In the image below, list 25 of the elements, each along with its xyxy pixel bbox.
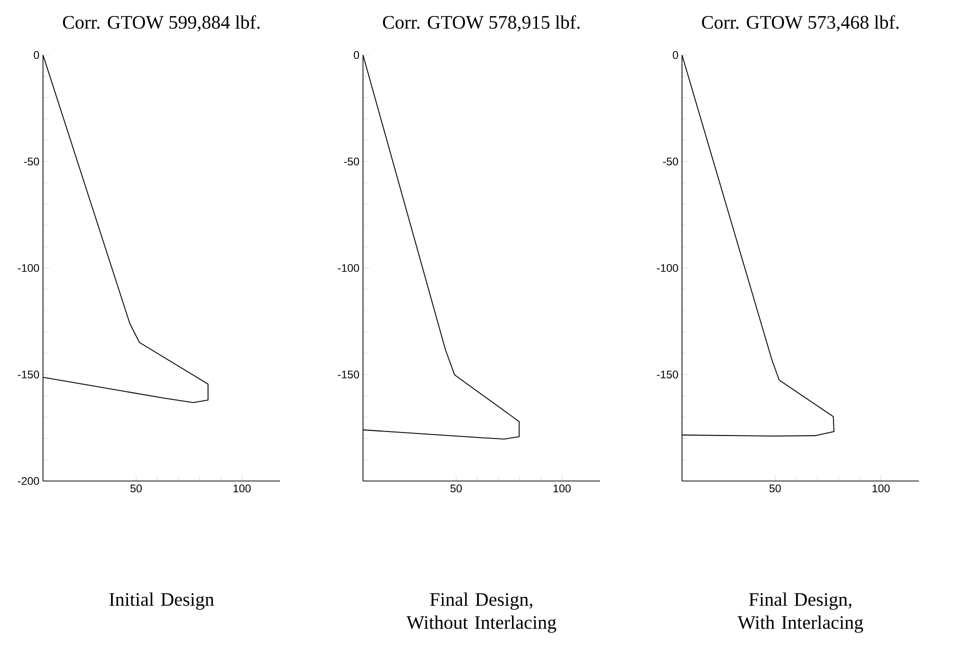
- y-tick-label: -100: [18, 264, 40, 272]
- x-tick-label: 100: [554, 484, 571, 492]
- y-tick-label: -50: [344, 158, 360, 166]
- x-tick-label: 100: [234, 484, 251, 492]
- chart-title: Corr. GTOW 599,884 lbf.: [62, 15, 260, 32]
- x-tick-label: 50: [450, 484, 462, 492]
- y-tick-label: -100: [338, 264, 360, 272]
- y-tick-label: -150: [656, 370, 678, 378]
- x-axis-title: Final Design, With Interlacing: [738, 592, 864, 633]
- y-tick-label: -50: [663, 158, 678, 166]
- x-axis-title: Initial Design: [109, 592, 214, 610]
- y-tick-label: 0: [672, 51, 678, 59]
- x-tick-label: 50: [130, 484, 142, 492]
- x-axis-title: Final Design, Without Interlacing: [406, 592, 556, 633]
- x-tick-label: 100: [872, 484, 890, 492]
- x-tick-label: 50: [769, 484, 781, 492]
- y-tick-label: -200: [18, 477, 40, 485]
- y-tick-label: -150: [338, 370, 360, 378]
- y-tick-label: -50: [24, 158, 40, 166]
- y-tick-label: -100: [656, 264, 678, 272]
- chart-title: Corr. GTOW 573,468 lbf.: [702, 15, 899, 32]
- chart-title: Corr. GTOW 578,915 lbf.: [382, 15, 580, 32]
- y-tick-label: 0: [34, 51, 40, 59]
- y-tick-label: -150: [18, 370, 40, 378]
- y-tick-label: 0: [354, 51, 360, 59]
